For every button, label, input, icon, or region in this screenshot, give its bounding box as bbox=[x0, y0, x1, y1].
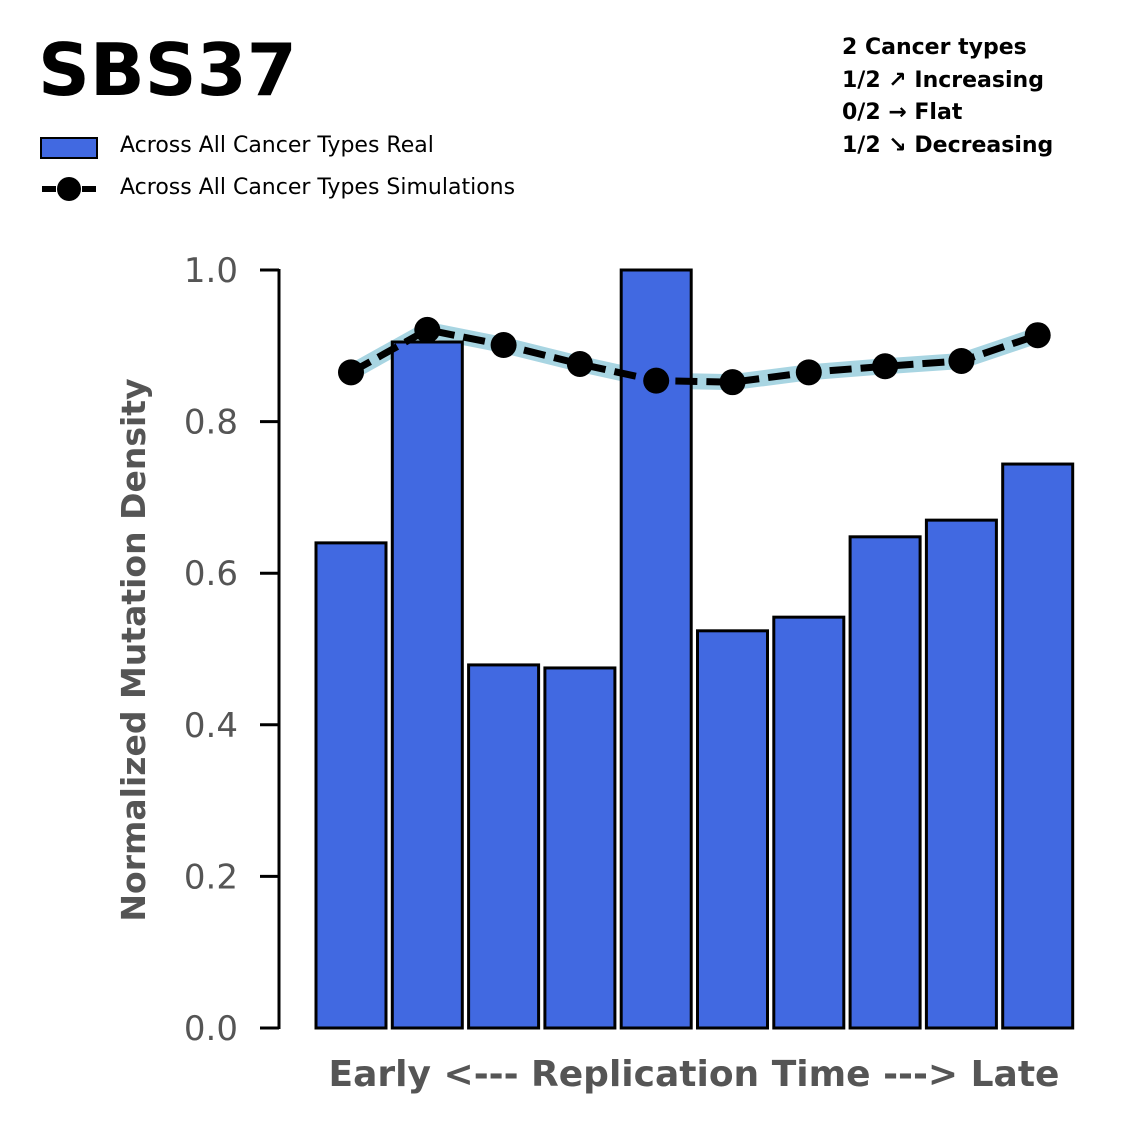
simulation-point bbox=[948, 347, 975, 374]
bar bbox=[924, 518, 998, 1030]
simulation-line bbox=[349, 326, 1039, 386]
bar bbox=[696, 629, 769, 1030]
annotation-line: 0/2 → Flat bbox=[842, 100, 963, 125]
simulation-point bbox=[719, 369, 746, 396]
bar bbox=[1001, 462, 1075, 1030]
y-axis-label: Normalized Mutation Density bbox=[114, 378, 153, 921]
bar bbox=[772, 615, 846, 1030]
y-tick-label: 0.8 bbox=[184, 403, 238, 443]
y-tick-label: 0.6 bbox=[184, 554, 238, 594]
y-tick-label: 0.4 bbox=[184, 706, 238, 746]
simulation-point bbox=[1024, 322, 1051, 349]
y-tick-label: 0.2 bbox=[184, 857, 238, 897]
annotation-line: 1/2 ↗ Increasing bbox=[842, 67, 1044, 93]
bar bbox=[390, 340, 464, 1030]
bar bbox=[467, 663, 541, 1030]
legend-label: Across All Cancer Types Real bbox=[120, 133, 434, 158]
bar bbox=[543, 666, 617, 1030]
simulation-point bbox=[414, 316, 441, 343]
trend-annotation: 2 Cancer types 1/2 ↗ Increasing 0/2 → Fl… bbox=[842, 32, 1053, 162]
bar bbox=[848, 535, 922, 1030]
chart-title: SBS37 bbox=[38, 28, 297, 112]
annotation-line: 2 Cancer types bbox=[842, 35, 1027, 60]
x-axis-label: Early <--- Replication Time ---> Late bbox=[329, 1054, 1060, 1095]
legend-bar-swatch bbox=[40, 137, 98, 159]
simulation-point bbox=[795, 359, 822, 386]
y-tick-label: 1.0 bbox=[184, 251, 238, 291]
simulation-point bbox=[643, 367, 670, 394]
bar bbox=[619, 268, 693, 1030]
simulation-point bbox=[872, 353, 899, 380]
simulation-point bbox=[338, 359, 364, 386]
bar bbox=[314, 541, 388, 1030]
y-tick-label: 0.0 bbox=[184, 1009, 238, 1049]
simulation-point bbox=[490, 332, 517, 359]
legend-label: Across All Cancer Types Simulations bbox=[120, 175, 516, 200]
simulation-point bbox=[566, 350, 593, 377]
legend-line-marker bbox=[42, 177, 96, 201]
annotation-line: 1/2 ↘ Decreasing bbox=[842, 132, 1054, 158]
